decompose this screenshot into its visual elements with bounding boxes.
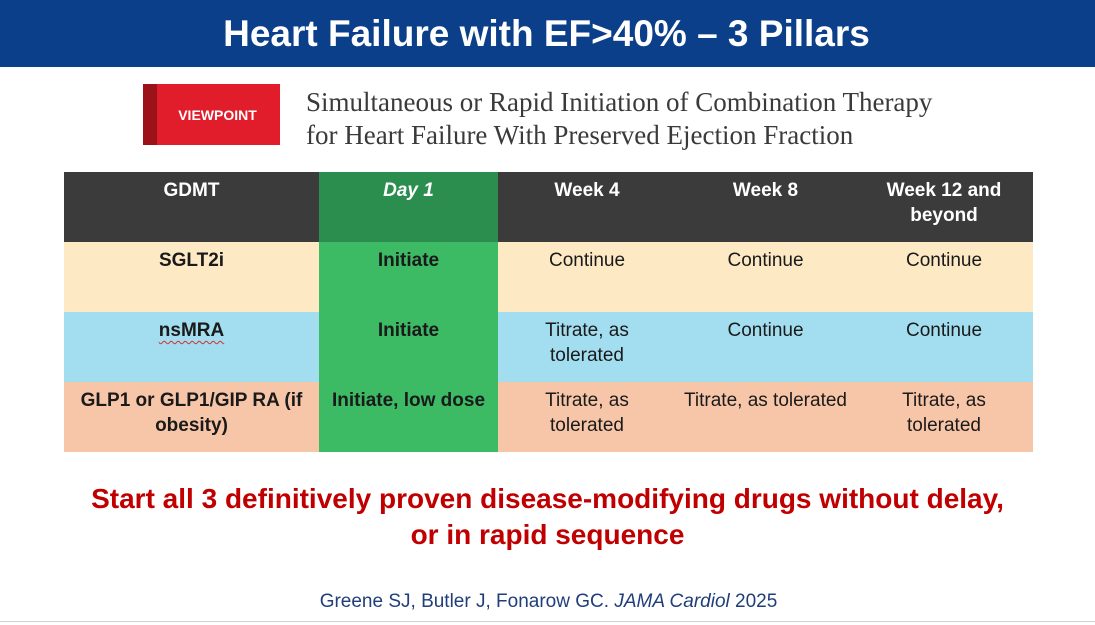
drug-cell: GLP1 or GLP1/GIP RA (if obesity)	[64, 382, 319, 452]
week4-cell: Continue	[498, 242, 676, 312]
week8-cell: Titrate, as tolerated	[676, 382, 855, 452]
header-week-12: Week 12 and beyond	[855, 172, 1033, 242]
week12-cell: Titrate, as tolerated	[855, 382, 1033, 452]
table-row-sglt2i: SGLT2i Initiate Continue Continue Contin…	[64, 242, 1033, 312]
article-title-line-1: Simultaneous or Rapid Initiation of Comb…	[306, 87, 933, 117]
header-day-1: Day 1	[319, 172, 498, 242]
title-bar: Heart Failure with EF>40% – 3 Pillars	[0, 0, 1095, 67]
day1-cell: Initiate, low dose	[319, 382, 498, 452]
table-row-glp1: GLP1 or GLP1/GIP RA (if obesity) Initiat…	[64, 382, 1033, 452]
drug-cell: SGLT2i	[64, 242, 319, 312]
footer-divider	[0, 621, 1095, 622]
callout-line-1: Start all 3 definitively proven disease-…	[91, 483, 1004, 514]
citation: Greene SJ, Butler J, Fonarow GC. JAMA Ca…	[0, 591, 1095, 613]
header-week-8: Week 8	[676, 172, 855, 242]
day1-cell: Initiate	[319, 242, 498, 312]
week12-cell: Continue	[855, 242, 1033, 312]
header-week-4: Week 4	[498, 172, 676, 242]
article-title: Simultaneous or Rapid Initiation of Comb…	[306, 86, 1046, 152]
week8-cell: Continue	[676, 312, 855, 382]
slide-title: Heart Failure with EF>40% – 3 Pillars	[223, 12, 870, 54]
week4-cell: Titrate, as tolerated	[498, 382, 676, 452]
week12-cell: Continue	[855, 312, 1033, 382]
citation-authors: Greene SJ, Butler J, Fonarow GC.	[319, 591, 615, 612]
week4-cell: Titrate, as tolerated	[498, 312, 676, 382]
callout-message: Start all 3 definitively proven disease-…	[0, 481, 1095, 553]
day1-cell: Initiate	[319, 312, 498, 382]
drug-label-nsmra: nsMRA	[158, 320, 225, 341]
table-header-row: GDMT Day 1 Week 4 Week 8 Week 12 and bey…	[64, 172, 1033, 242]
viewpoint-label: VIEWPOINT	[178, 106, 257, 123]
badge-edge	[143, 84, 157, 145]
citation-year: 2025	[729, 591, 778, 612]
header-gdmt: GDMT	[64, 172, 319, 242]
citation-journal: JAMA Cardiol	[614, 591, 730, 612]
drug-cell: nsMRA	[64, 312, 319, 382]
article-title-line-2: for Heart Failure With Preserved Ejectio…	[306, 120, 854, 150]
callout-line-2: or in rapid sequence	[410, 519, 685, 550]
table-row-nsmra: nsMRA Initiate Titrate, as tolerated Con…	[64, 312, 1033, 382]
gdmt-table: GDMT Day 1 Week 4 Week 8 Week 12 and bey…	[64, 172, 1033, 452]
viewpoint-badge: VIEWPOINT	[143, 84, 280, 145]
week8-cell: Continue	[676, 242, 855, 312]
